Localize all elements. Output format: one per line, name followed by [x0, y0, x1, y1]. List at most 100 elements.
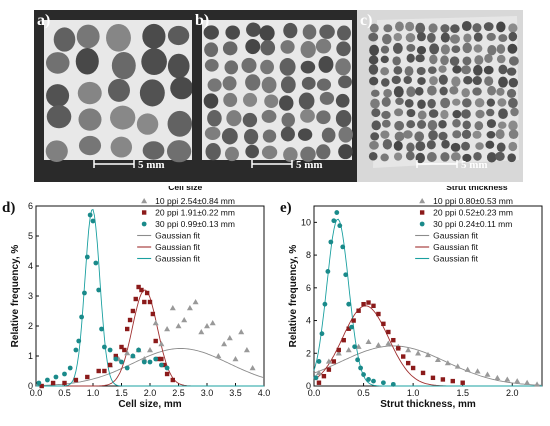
data-point — [99, 326, 104, 332]
pore — [393, 66, 403, 75]
pore — [417, 120, 427, 129]
pore — [486, 98, 496, 107]
legend-label: Gaussian fit — [433, 242, 479, 252]
plot-frame — [35, 205, 265, 387]
data-point — [159, 356, 164, 362]
data-point — [355, 343, 362, 349]
pore — [279, 95, 294, 111]
pore — [318, 55, 334, 73]
data-point — [405, 360, 411, 366]
pore — [380, 45, 390, 54]
legend-label: 20 ppi 1.91±0.22 mm — [155, 208, 235, 218]
pore — [403, 130, 413, 139]
pore — [319, 24, 335, 39]
pore — [260, 59, 274, 75]
data-point — [141, 359, 147, 365]
data-point — [93, 260, 99, 266]
data-point — [136, 347, 142, 353]
pore — [427, 66, 437, 75]
pore — [429, 43, 440, 55]
pore — [335, 93, 350, 108]
data-point — [96, 368, 101, 374]
pore — [394, 120, 405, 131]
pore — [438, 65, 447, 73]
y-tick-label: 2 — [306, 348, 311, 358]
pore — [426, 152, 437, 162]
data-point — [420, 370, 426, 376]
data-point — [444, 360, 451, 366]
pore — [485, 140, 495, 149]
pore — [462, 56, 472, 66]
series-10-ppi — [107, 299, 256, 371]
pore — [335, 110, 352, 128]
pore — [427, 85, 437, 96]
legend-label: 10 ppi 2.54±0.84 mm — [155, 196, 235, 206]
pore — [496, 142, 506, 152]
data-point — [249, 365, 256, 371]
pore — [316, 78, 332, 91]
pore — [440, 152, 450, 162]
pore — [381, 110, 391, 120]
pore — [142, 23, 166, 49]
legend-label: Gaussian fit — [433, 231, 479, 241]
pore — [450, 142, 461, 152]
pore — [280, 40, 295, 54]
pore — [245, 144, 259, 159]
data-point — [125, 326, 130, 332]
pore — [371, 120, 381, 131]
pore — [507, 43, 518, 54]
pore — [495, 129, 505, 140]
data-point — [494, 374, 501, 381]
data-point — [376, 311, 381, 317]
data-point — [381, 321, 386, 327]
pore — [300, 40, 316, 59]
data-point — [119, 344, 124, 350]
data-point — [150, 311, 156, 317]
data-point — [226, 335, 233, 341]
data-point — [313, 375, 319, 381]
pore — [406, 142, 415, 153]
data-point — [331, 359, 337, 364]
data-point — [319, 331, 325, 337]
pore — [77, 81, 102, 105]
pore — [461, 141, 470, 151]
pore — [405, 33, 416, 43]
data-point — [356, 308, 361, 313]
pore — [300, 146, 316, 162]
pore — [506, 88, 517, 98]
pore — [415, 87, 424, 96]
data-point — [401, 354, 406, 359]
pore — [369, 140, 379, 150]
data-point — [113, 353, 118, 359]
data-point — [158, 341, 165, 347]
data-point — [122, 347, 127, 353]
plot-title: Cell size — [168, 186, 202, 192]
pore — [472, 130, 482, 139]
pore — [484, 53, 493, 63]
data-point — [124, 350, 131, 356]
pore — [262, 129, 277, 143]
data-point — [345, 347, 352, 353]
data-point — [164, 371, 170, 377]
data-point — [337, 223, 343, 229]
pore — [141, 48, 167, 76]
pore — [440, 24, 450, 33]
data-point — [375, 342, 382, 348]
data-point — [325, 269, 331, 274]
pore — [438, 119, 447, 129]
pore — [508, 56, 519, 66]
pore — [261, 76, 277, 94]
data-point — [124, 365, 130, 371]
pore — [369, 23, 379, 33]
data-point — [144, 290, 150, 296]
pore — [393, 140, 403, 151]
pore — [280, 76, 296, 94]
data-point — [141, 198, 148, 204]
pore — [301, 76, 316, 90]
pore — [207, 78, 222, 92]
pore — [203, 93, 219, 109]
pore — [78, 108, 102, 131]
data-point — [153, 356, 159, 362]
data-point — [316, 380, 322, 385]
pore — [166, 140, 192, 163]
